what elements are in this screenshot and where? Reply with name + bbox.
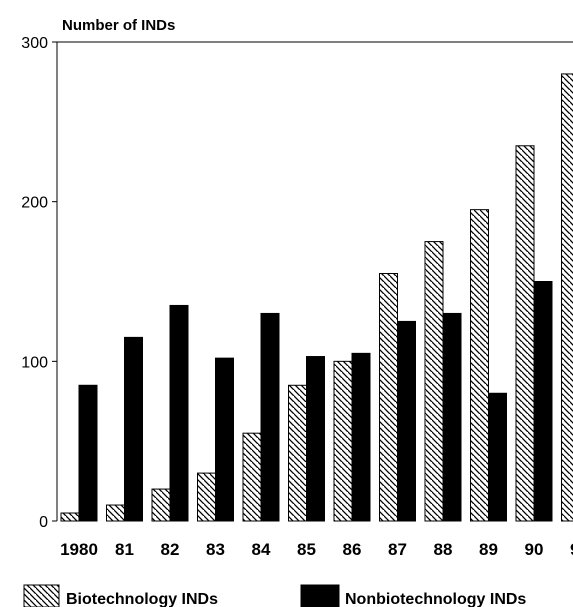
bar-nonbiotechnology-85 — [306, 356, 325, 522]
x-tick-label: 85 — [297, 540, 316, 559]
x-tick-label: 81 — [115, 540, 134, 559]
x-tick-label: 90 — [525, 540, 544, 559]
x-tick-labels: 1980 81 82 83 84 85 86 87 88 89 90 91 — [60, 540, 573, 559]
bars — [60, 73, 573, 522]
bar-nonbiotechnology-88 — [442, 312, 462, 522]
x-tick-label: 86 — [343, 540, 362, 559]
bar-biotechnology-86 — [333, 360, 353, 522]
x-tick-label: 88 — [434, 540, 453, 559]
bar-nonbiotechnology-86 — [351, 352, 371, 522]
bar-biotechnology-1980 — [60, 512, 80, 522]
bar-nonbiotechnology-83 — [215, 357, 234, 522]
y-tick-label: 300 — [21, 35, 48, 52]
bar-nonbiotechnology-87 — [397, 320, 416, 522]
bar-biotechnology-90 — [515, 145, 535, 522]
x-tick-label: 83 — [206, 540, 225, 559]
axes — [56, 41, 573, 521]
x-tick-label: 87 — [388, 540, 407, 559]
x-tick-label: 84 — [252, 540, 271, 559]
x-tick-label: 1980 — [60, 540, 98, 559]
x-tick-label: 82 — [161, 540, 180, 559]
x-tick-label: 91 — [570, 540, 573, 559]
bar-biotechnology-87 — [379, 273, 398, 522]
legend-swatch-nonbiotechnology — [300, 584, 340, 607]
bar-biotechnology-88 — [424, 241, 444, 522]
bar-nonbiotechnology-82 — [169, 304, 189, 522]
bar-nonbiotechnology-81 — [124, 336, 143, 522]
bar-nonbiotechnology-1980 — [78, 384, 98, 522]
y-tick-labels: 0 100 200 300 — [21, 35, 57, 531]
y-tick-label: 0 — [39, 514, 48, 531]
bar-nonbiotechnology-90 — [533, 281, 553, 522]
y-axis-title: Number of INDs — [62, 17, 175, 34]
legend-label-nonbiotechnology: Nonbiotechnology INDs — [345, 591, 526, 607]
legend-swatch-biotechnology — [23, 584, 60, 607]
y-tick-label: 100 — [21, 354, 48, 371]
legend-label-biotechnology: Biotechnology INDs — [66, 591, 218, 607]
bar-nonbiotechnology-84 — [260, 312, 280, 522]
bar-biotechnology-84 — [242, 432, 262, 522]
legend: Biotechnology INDs Nonbiotechnology INDs — [23, 584, 526, 607]
bar-biotechnology-81 — [106, 504, 125, 522]
bar-biotechnology-89 — [470, 209, 489, 522]
y-tick-label: 200 — [21, 195, 48, 212]
bar-biotechnology-85 — [288, 384, 307, 522]
bar-biotechnology-91 — [561, 73, 573, 522]
x-tick-label: 89 — [479, 540, 498, 559]
bar-biotechnology-83 — [197, 472, 216, 522]
bar-biotechnology-82 — [151, 488, 171, 522]
bar-nonbiotechnology-89 — [488, 392, 507, 522]
